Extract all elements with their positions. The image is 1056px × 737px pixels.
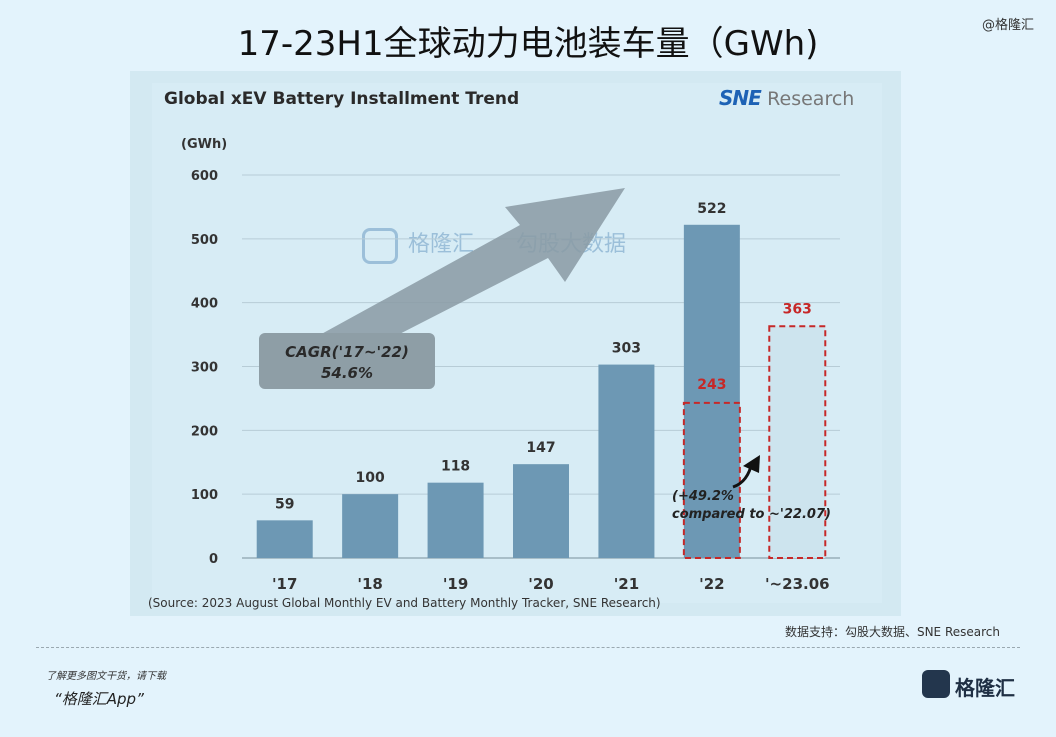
- gelonghui-g-icon: [362, 228, 398, 264]
- chart-card: [130, 71, 901, 616]
- chart-title: Global xEV Battery Installment Trend: [164, 89, 520, 109]
- footer-divider: [36, 647, 1020, 648]
- chart-source: (Source: 2023 August Global Monthly EV a…: [148, 596, 661, 610]
- y-axis-unit: (GWh): [181, 137, 228, 152]
- gelonghui-logo: 格隆汇: [922, 670, 1018, 700]
- watermark-text-2: 勾股大数据: [516, 232, 627, 257]
- logo-sne: SNE: [719, 86, 762, 110]
- logo-research: Research: [767, 88, 855, 110]
- footer-download-prompt: 了解更多图文干货，请下载: [46, 671, 166, 682]
- footer-app-name: “格隆汇App”: [54, 690, 144, 708]
- watermark-text-1: 格隆汇: [408, 232, 475, 257]
- top-watermark: @格隆汇: [981, 18, 1034, 33]
- chart-panel: [152, 83, 882, 603]
- gelonghui-logo-text: 格隆汇: [955, 676, 1015, 700]
- sne-research-logo: SNE Research: [719, 86, 854, 110]
- gelonghui-logo-icon: [922, 670, 950, 698]
- main-title: 17-23H1全球动力电池装车量（GWh): [237, 24, 819, 64]
- data-credit: 数据支持：勾股大数据、SNE Research: [784, 625, 1000, 639]
- center-watermark: 格隆汇 勾股大数据: [362, 226, 652, 274]
